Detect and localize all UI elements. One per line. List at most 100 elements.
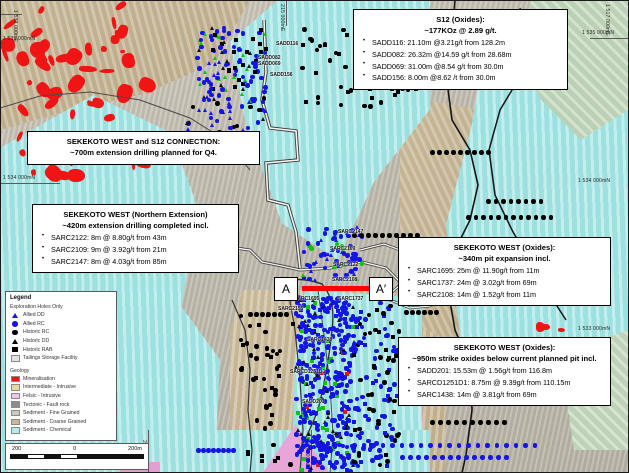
- drill-hole-marker[interactable]: [340, 246, 346, 252]
- drill-hole-marker[interactable]: [197, 81, 202, 86]
- drill-hole-marker[interactable]: [321, 251, 326, 257]
- drill-hole-marker[interactable]: [361, 335, 367, 341]
- drill-hole-marker[interactable]: [342, 350, 347, 356]
- drill-hole-marker[interactable]: [330, 463, 335, 468]
- drill-hole-marker[interactable]: [354, 324, 359, 329]
- drill-hole-marker[interactable]: [308, 269, 313, 274]
- drill-hole-marker[interactable]: [389, 437, 395, 443]
- drill-hole-marker[interactable]: [378, 100, 383, 105]
- drill-hole-marker[interactable]: [307, 409, 312, 414]
- drill-hole-marker[interactable]: [356, 451, 362, 456]
- drill-hole-marker[interactable]: [301, 444, 306, 449]
- drill-hole-marker[interactable]: [308, 393, 313, 398]
- drill-hole-marker[interactable]: [523, 199, 528, 204]
- drill-hole-marker[interactable]: [350, 228, 355, 233]
- drill-hole-marker[interactable]: [197, 66, 202, 71]
- drill-hole-marker[interactable]: [451, 150, 456, 155]
- drill-hole-marker[interactable]: [241, 53, 246, 57]
- drill-hole-marker[interactable]: [346, 452, 351, 458]
- drill-hole-marker[interactable]: [322, 308, 328, 313]
- drill-hole-marker[interactable]: [333, 50, 339, 56]
- drill-hole-marker[interactable]: [293, 311, 299, 316]
- drill-hole-marker[interactable]: [219, 50, 224, 55]
- drill-hole-marker[interactable]: [338, 350, 343, 355]
- drill-hole-marker[interactable]: [210, 47, 215, 52]
- drill-hole-marker[interactable]: [246, 99, 251, 104]
- drill-hole-marker[interactable]: [315, 241, 321, 246]
- drill-hole-marker[interactable]: [322, 43, 327, 48]
- drill-hole-marker[interactable]: [237, 59, 242, 65]
- drill-hole-marker[interactable]: [339, 328, 344, 334]
- drill-hole-marker[interactable]: [333, 300, 339, 306]
- drill-hole-marker[interactable]: [333, 237, 338, 242]
- drill-hole-marker[interactable]: [308, 36, 313, 42]
- drill-hole-marker[interactable]: [341, 456, 346, 461]
- drill-hole-marker[interactable]: [440, 455, 445, 460]
- drill-hole-marker[interactable]: [447, 443, 452, 448]
- drill-hole-marker[interactable]: [342, 339, 348, 344]
- drill-hole-marker[interactable]: [367, 330, 372, 336]
- drill-hole-marker[interactable]: [325, 449, 330, 454]
- drill-hole-marker[interactable]: [332, 264, 337, 270]
- drill-hole-marker[interactable]: [211, 448, 216, 453]
- drill-hole-marker[interactable]: [264, 346, 270, 351]
- drill-hole-marker[interactable]: [385, 459, 390, 464]
- drill-hole-marker[interactable]: [313, 323, 318, 328]
- drill-hole-marker[interactable]: [389, 320, 394, 326]
- drill-hole-marker[interactable]: [351, 446, 356, 451]
- drill-hole-marker[interactable]: [301, 348, 306, 353]
- drill-hole-marker[interactable]: [254, 356, 259, 361]
- drill-hole-marker[interactable]: [355, 317, 360, 322]
- drill-hole-marker[interactable]: [323, 447, 328, 452]
- drill-hole-marker[interactable]: [332, 345, 337, 351]
- drill-hole-marker[interactable]: [321, 365, 326, 370]
- drill-hole-marker[interactable]: [224, 88, 229, 93]
- drill-hole-marker[interactable]: [370, 458, 375, 463]
- drill-hole-marker[interactable]: [374, 425, 380, 430]
- drill-hole-marker[interactable]: [320, 443, 325, 448]
- callout-sekekoto-west-strike-oxides[interactable]: SEKEKOTO WEST (Oxides): ~950m strike oxi…: [398, 337, 611, 407]
- drill-hole-marker[interactable]: [375, 307, 380, 312]
- drill-hole-marker[interactable]: [208, 34, 214, 39]
- drill-hole-marker[interactable]: [303, 329, 308, 334]
- drill-hole-marker[interactable]: [486, 199, 491, 204]
- drill-hole-marker[interactable]: [253, 64, 258, 69]
- drill-hole-marker[interactable]: [395, 89, 400, 94]
- drill-hole-marker[interactable]: [326, 376, 332, 382]
- drill-hole-marker[interactable]: [380, 233, 385, 238]
- drill-hole-marker[interactable]: [346, 260, 352, 265]
- drill-hole-marker[interactable]: [264, 405, 269, 410]
- drill-hole-marker[interactable]: [325, 389, 330, 394]
- drill-hole-marker[interactable]: [307, 327, 312, 333]
- drill-hole-marker[interactable]: [275, 455, 280, 460]
- drill-hole-marker[interactable]: [206, 60, 211, 65]
- drill-hole-marker[interactable]: [240, 81, 245, 86]
- legend-item-hole-1[interactable]: Allied RC: [10, 320, 112, 329]
- drill-hole-marker[interactable]: [254, 54, 260, 60]
- drill-hole-marker[interactable]: [315, 95, 321, 100]
- drill-hole-marker[interactable]: [348, 379, 353, 384]
- drill-hole-marker[interactable]: [378, 341, 384, 347]
- drill-hole-marker[interactable]: [324, 226, 329, 232]
- drill-hole-marker[interactable]: [320, 456, 325, 462]
- drill-hole-marker[interactable]: [541, 215, 546, 220]
- drill-hole-marker[interactable]: [237, 78, 242, 83]
- drill-hole-marker[interactable]: [503, 215, 508, 220]
- drill-hole-marker[interactable]: [302, 402, 308, 408]
- drill-hole-marker[interactable]: [298, 335, 303, 340]
- drill-hole-marker[interactable]: [321, 296, 326, 302]
- drill-hole-marker[interactable]: [386, 355, 391, 360]
- drill-hole-marker[interactable]: [350, 325, 355, 330]
- drill-hole-marker[interactable]: [335, 383, 340, 389]
- drill-hole-marker[interactable]: [384, 463, 389, 468]
- drill-hole-marker[interactable]: [329, 358, 335, 364]
- drill-hole-marker[interactable]: [253, 58, 258, 63]
- drill-hole-marker[interactable]: [382, 326, 388, 332]
- drill-hole-marker[interactable]: [239, 367, 244, 372]
- drill-hole-marker[interactable]: [277, 348, 283, 354]
- drill-hole-marker[interactable]: [211, 97, 216, 102]
- drill-hole-marker[interactable]: [196, 47, 201, 52]
- drill-hole-marker[interactable]: [328, 326, 333, 332]
- drill-hole-marker[interactable]: [303, 393, 309, 399]
- drill-hole-marker[interactable]: [208, 86, 214, 92]
